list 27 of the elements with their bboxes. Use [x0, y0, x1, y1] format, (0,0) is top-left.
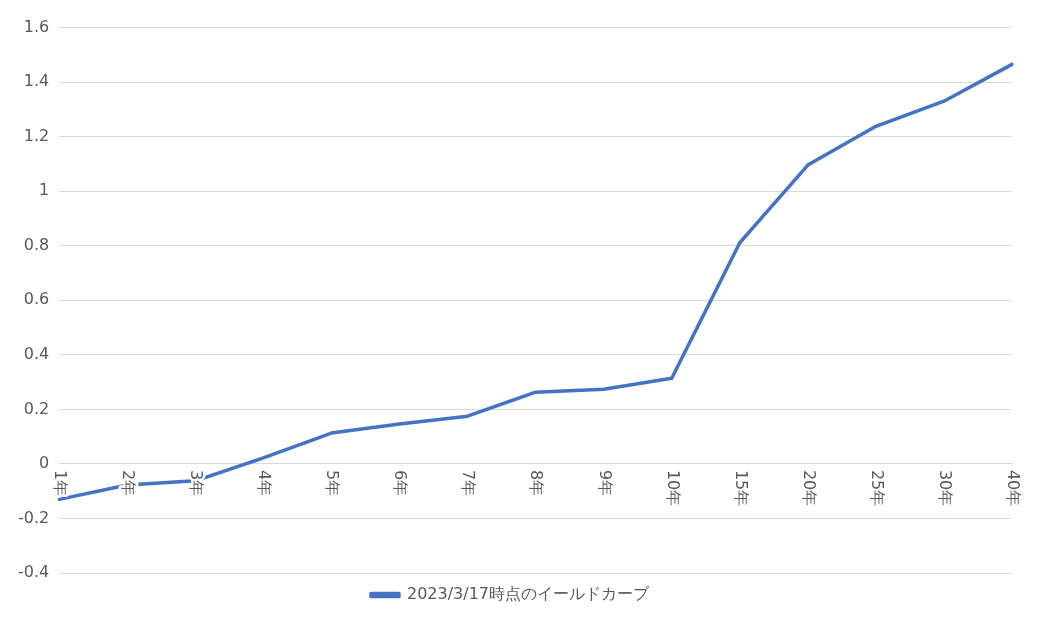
y-tick-label: 0.8: [23, 234, 50, 254]
x-tick-label: 5年: [323, 469, 343, 497]
x-tick-label: 8年: [527, 469, 547, 497]
x-tick-label: 30年: [935, 469, 955, 507]
x-tick-label: 3年: [187, 469, 207, 497]
y-tick-label: -0.2: [18, 507, 50, 527]
x-tick-label: 9年: [595, 469, 615, 497]
y-tick-label: 1: [39, 180, 50, 200]
x-tick-label: 10年: [663, 469, 683, 507]
y-tick-label: 0: [39, 453, 50, 473]
x-tick-label: 7年: [459, 469, 479, 497]
x-tick-label: 40年: [1003, 469, 1023, 507]
y-tick-label: 0.6: [23, 289, 50, 309]
y-tick-label: 0.2: [23, 398, 50, 418]
x-tick-label: 25年: [867, 469, 887, 507]
y-tick-label: 1.2: [23, 125, 50, 145]
legend-label: 2023/3/17時点のイールドカーブ: [406, 584, 651, 604]
y-tick-label: -0.4: [18, 562, 50, 582]
x-tick-label: 20年: [799, 469, 819, 507]
x-tick-label: 15年: [731, 469, 751, 507]
y-tick-label: 1.6: [23, 16, 50, 36]
x-tick-label: 4年: [255, 469, 275, 497]
x-tick-label: 6年: [391, 469, 411, 497]
y-tick-label: 1.4: [23, 71, 50, 91]
x-tick-label: 2年: [119, 469, 139, 497]
x-tick-label: 1年: [51, 469, 71, 497]
y-tick-label: 0.4: [23, 344, 50, 363]
